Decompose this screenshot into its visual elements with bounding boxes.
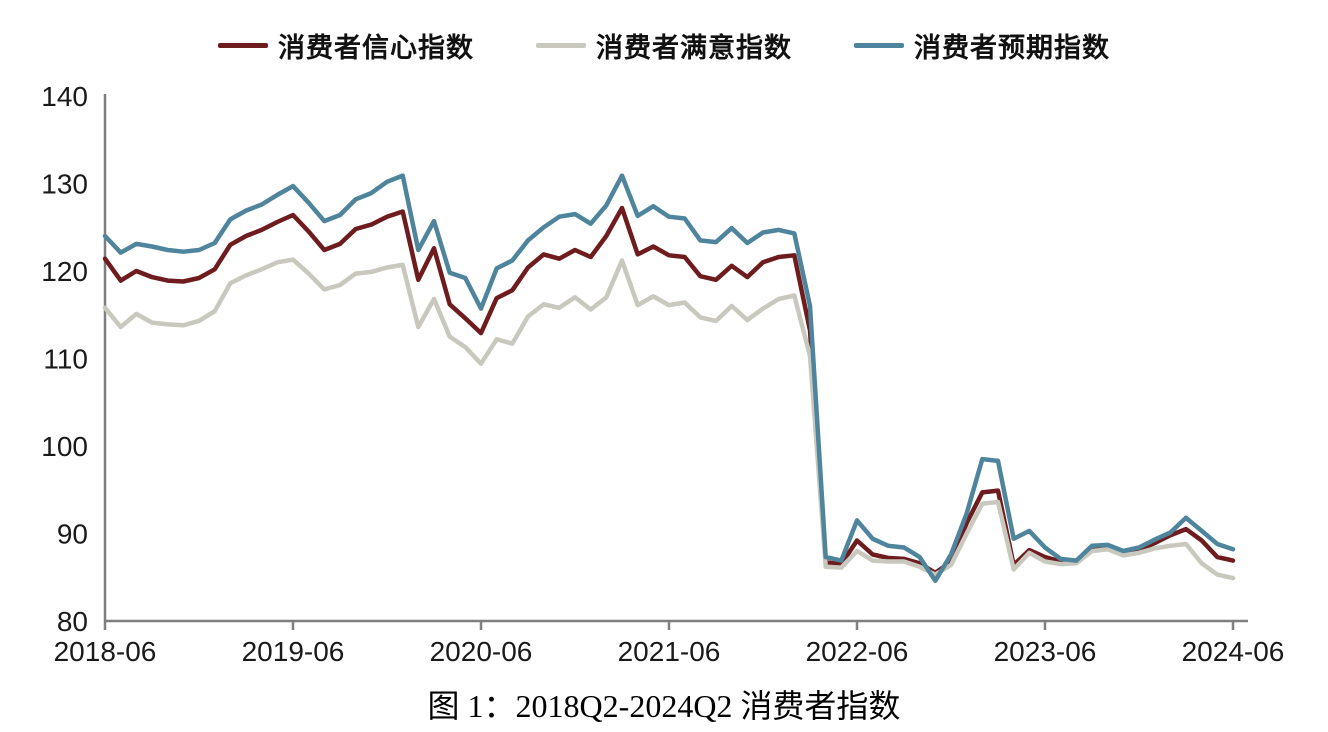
y-tick-label: 130 xyxy=(41,169,88,200)
line-confidence xyxy=(102,205,1236,576)
x-tick-label: 2020-06 xyxy=(430,636,533,667)
legend-label-satisfaction: 消费者满意指数 xyxy=(596,33,792,63)
line-satisfaction xyxy=(102,257,1236,581)
legend-swatch-satisfaction xyxy=(536,43,586,48)
y-tick-label: 120 xyxy=(41,256,88,287)
figure-caption: 图 1：2018Q2-2024Q2 消费者指数 xyxy=(427,688,901,724)
line-expectation xyxy=(102,173,1236,584)
y-tick-label: 90 xyxy=(57,519,88,550)
legend-swatch-expectation xyxy=(854,43,904,48)
x-tick-label: 2024-06 xyxy=(1182,636,1285,667)
legend-item-confidence: 消费者信心指数 xyxy=(218,26,474,65)
y-tick-label: 110 xyxy=(43,344,88,375)
x-tick-label: 2022-06 xyxy=(806,636,909,667)
x-tick-label: 2023-06 xyxy=(994,636,1097,667)
legend-label-expectation: 消费者预期指数 xyxy=(914,33,1110,63)
y-tick-label: 140 xyxy=(41,81,88,112)
legend-item-satisfaction: 消费者满意指数 xyxy=(536,26,792,65)
y-tick-label: 100 xyxy=(41,431,88,462)
x-tick-label: 2021-06 xyxy=(618,636,721,667)
x-tick-label: 2018-06 xyxy=(54,636,157,667)
y-tick-label: 80 xyxy=(57,606,88,637)
legend-swatch-confidence xyxy=(218,43,268,48)
chart-legend: 消费者信心指数 消费者满意指数 消费者预期指数 xyxy=(0,26,1328,65)
legend-label-confidence: 消费者信心指数 xyxy=(278,33,474,63)
legend-item-expectation: 消费者预期指数 xyxy=(854,26,1110,65)
x-tick-label: 2019-06 xyxy=(242,636,345,667)
